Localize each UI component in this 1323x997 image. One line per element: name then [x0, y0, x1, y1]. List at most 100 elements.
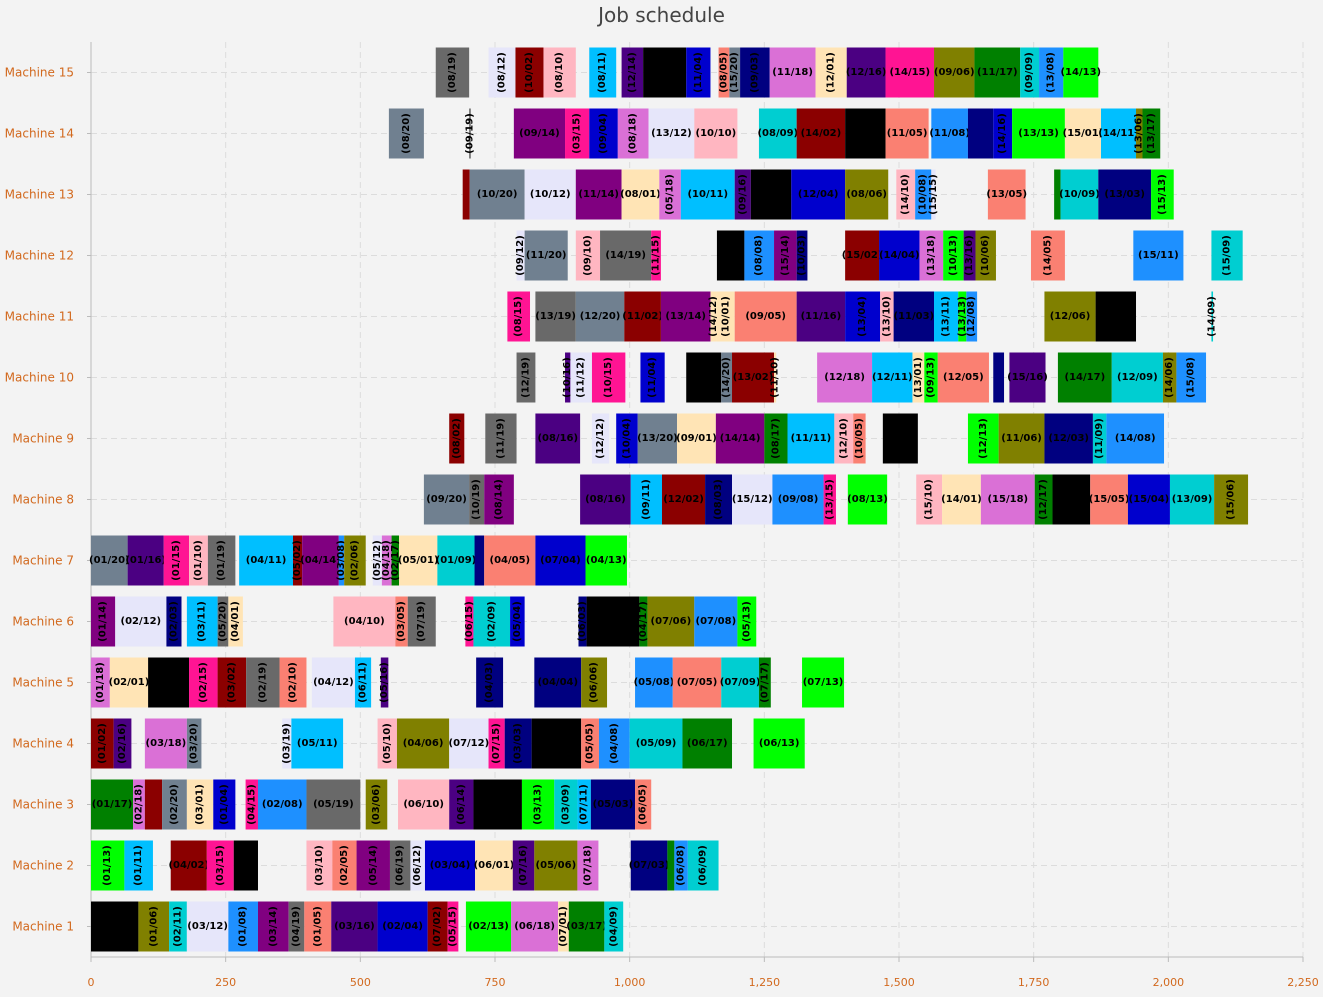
task-label: (07/15) — [491, 723, 502, 764]
task-label: (14/12) — [708, 296, 719, 337]
task-bar — [535, 413, 581, 464]
task-bar — [109, 657, 149, 708]
task-label: (12/06) — [1050, 311, 1091, 322]
task-bar — [395, 596, 408, 647]
task-label: (02/19) — [257, 662, 268, 703]
task-label: (04/09) — [608, 906, 619, 947]
task-label: (04/11) — [246, 555, 287, 566]
task-bar — [893, 291, 935, 342]
task-bar — [186, 779, 214, 830]
category-label: Machine 11 — [5, 310, 74, 324]
task-label: (09/13) — [926, 357, 937, 398]
task-bar — [91, 901, 139, 952]
task-bar — [1044, 291, 1096, 342]
task-label: (11/04) — [693, 52, 704, 93]
task-bar — [1098, 169, 1152, 220]
task-label: (10/10) — [696, 128, 737, 139]
task-label: (05/05) — [585, 723, 596, 764]
task-label: (09/06) — [934, 67, 975, 78]
task-bar — [1052, 474, 1091, 525]
task-bar — [396, 718, 450, 769]
task-label: (09/09) — [1024, 52, 1035, 93]
task-label: (13/09) — [1172, 494, 1213, 505]
x-tick-label: 1,000 — [614, 976, 646, 989]
task-label: (03/09) — [560, 784, 571, 825]
task-bar — [672, 657, 722, 708]
task-label: (15/05) — [1089, 494, 1130, 505]
task-bar — [282, 718, 292, 769]
task-bar — [1151, 169, 1174, 220]
task-label: (05/19) — [313, 799, 354, 810]
task-bar — [245, 779, 258, 830]
task-label: (11/06) — [1001, 433, 1042, 444]
task-bar — [1142, 108, 1161, 159]
task-label: (13/04) — [857, 296, 868, 337]
task-bar — [598, 718, 630, 769]
task-label: (14/20) — [721, 357, 732, 398]
task-bar — [124, 840, 153, 891]
task-label: (07/06) — [651, 616, 692, 627]
task-label: (10/06) — [980, 235, 991, 276]
task-bar — [535, 291, 576, 342]
task-bar — [304, 901, 332, 952]
category-label: Machine 12 — [5, 249, 74, 263]
task-label: (13/08) — [1046, 52, 1057, 93]
task-label: (12/02) — [663, 494, 704, 505]
task-label: (07/08) — [696, 616, 737, 627]
task-bar — [534, 840, 578, 891]
task-label: (06/15) — [464, 601, 475, 642]
task-label: (05/06) — [536, 860, 577, 871]
task-bar — [750, 169, 792, 220]
task-label: (08/09) — [757, 128, 798, 139]
task-label: (09/14) — [519, 128, 560, 139]
task-bar — [802, 657, 845, 708]
task-bar — [616, 413, 638, 464]
task-bar — [845, 108, 886, 159]
task-bar — [570, 352, 592, 403]
task-label: (06/01) — [474, 860, 515, 871]
task-label: (02/18) — [133, 784, 144, 825]
task-label: (12/16) — [846, 67, 887, 78]
task-label: (03/03) — [513, 723, 524, 764]
task-bar — [410, 840, 425, 891]
task-bar — [338, 535, 345, 586]
task-bar — [465, 596, 474, 647]
task-label: (04/12) — [313, 677, 354, 688]
task-label: (04/10) — [344, 616, 385, 627]
task-bar — [987, 169, 1026, 220]
task-label: (07/13) — [803, 677, 844, 688]
task-bar — [291, 718, 344, 769]
task-label: (13/05) — [986, 189, 1027, 200]
task-bar — [189, 657, 218, 708]
task-label: (07/16) — [518, 845, 529, 886]
task-label: (13/10) — [881, 296, 892, 337]
task-label: (15/14) — [780, 235, 791, 276]
task-label: (06/10) — [403, 799, 444, 810]
task-label: (02/08) — [262, 799, 303, 810]
task-bar — [845, 169, 889, 220]
task-bar — [228, 901, 258, 952]
task-bar — [558, 901, 569, 952]
task-label: (11/17) — [977, 67, 1018, 78]
task-label: (11/09) — [1094, 418, 1105, 459]
task-bar — [659, 169, 681, 220]
task-label: (02/12) — [121, 616, 162, 627]
task-bar — [575, 230, 601, 281]
task-label: (04/17) — [638, 601, 649, 642]
task-bar — [391, 535, 400, 586]
task-label: (04/03) — [484, 662, 495, 703]
task-label: (09/10) — [582, 235, 593, 276]
task-bar — [796, 230, 808, 281]
task-bar — [473, 596, 511, 647]
task-label: (14/13) — [1060, 67, 1101, 78]
task-label: (11/16) — [801, 311, 842, 322]
task-bar — [380, 657, 389, 708]
task-label: (14/06) — [1164, 357, 1175, 398]
task-bar — [589, 108, 618, 159]
task-bar — [512, 840, 535, 891]
task-label: (11/19) — [495, 418, 506, 459]
task-label: (03/15) — [215, 845, 226, 886]
task-bar — [217, 657, 247, 708]
task-bar — [885, 108, 929, 159]
task-label: (05/08) — [634, 677, 675, 688]
